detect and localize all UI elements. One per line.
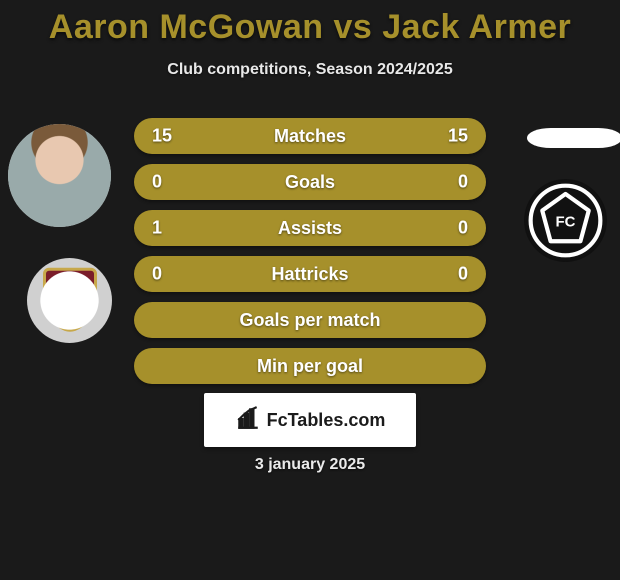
bar-chart-icon: [235, 405, 261, 436]
stat-row: Matches 15 15: [134, 118, 486, 154]
branding-text: FcTables.com: [267, 410, 386, 431]
stat-left-value: 1: [152, 218, 162, 239]
stat-label: Matches: [274, 126, 346, 147]
stat-left-value: 15: [152, 126, 172, 147]
branding-badge: FcTables.com: [204, 393, 416, 447]
page-subtitle: Club competitions, Season 2024/2025: [0, 61, 620, 79]
left-club-crest: [27, 258, 112, 343]
stat-right-value: 0: [458, 264, 468, 285]
left-player-photo: [8, 124, 111, 227]
date-text: 3 january 2025: [0, 456, 620, 474]
stat-label: Assists: [278, 218, 342, 239]
stat-row: Assists 1 0: [134, 210, 486, 246]
stat-right-value: 15: [448, 126, 468, 147]
right-club-badge: FC: [524, 179, 607, 262]
right-player-placeholder: [527, 128, 620, 148]
stat-row: Min per goal: [134, 348, 486, 384]
stat-row: Goals per match: [134, 302, 486, 338]
stat-row: Goals 0 0: [134, 164, 486, 200]
stat-right-value: 0: [458, 218, 468, 239]
stat-row: Hattricks 0 0: [134, 256, 486, 292]
stat-label: Goals per match: [239, 310, 380, 331]
svg-text:FC: FC: [556, 213, 576, 230]
stat-left-value: 0: [152, 264, 162, 285]
stat-label: Goals: [285, 172, 335, 193]
stat-label: Min per goal: [257, 356, 363, 377]
stat-left-value: 0: [152, 172, 162, 193]
stats-rows: Matches1515Goals00Assists10Hattricks00Go…: [134, 118, 486, 394]
stat-label: Hattricks: [271, 264, 348, 285]
page-title: Aaron McGowan vs Jack Armer: [0, 0, 620, 47]
stat-right-value: 0: [458, 172, 468, 193]
